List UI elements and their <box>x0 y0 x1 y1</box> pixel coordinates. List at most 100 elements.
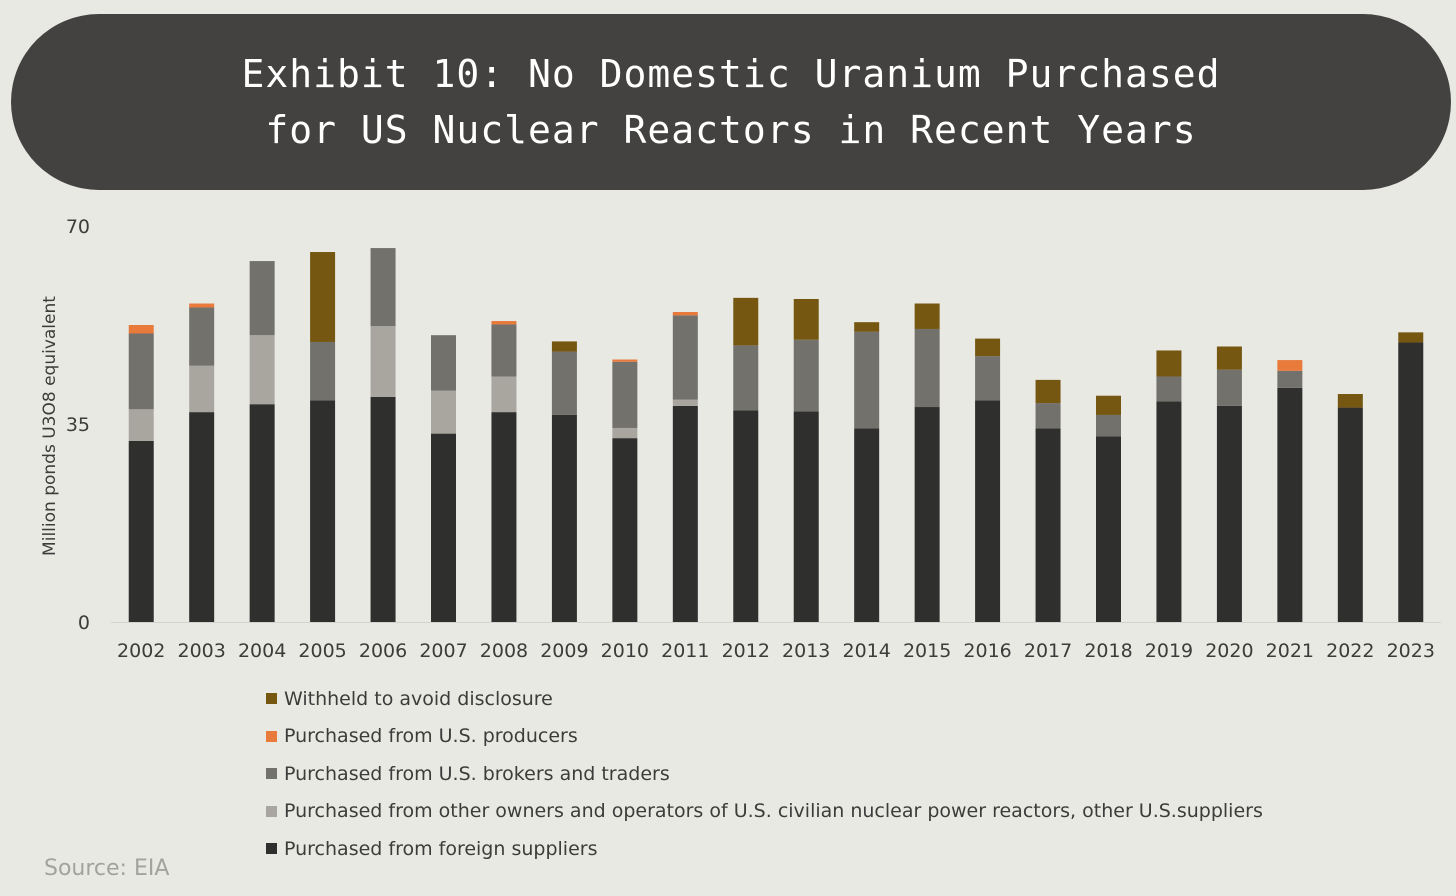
bar-segment <box>672 315 698 400</box>
x-tick-label: 2010 <box>601 640 649 662</box>
legend-item: Purchased from U.S. brokers and traders <box>266 755 1263 793</box>
chart-title-line-2: for US Nuclear Reactors in Recent Years <box>265 108 1197 152</box>
legend-swatch <box>266 768 277 780</box>
bar-segment <box>370 248 396 327</box>
bar-segment <box>249 261 275 336</box>
bar-segment <box>672 311 698 316</box>
bar-segment <box>1096 395 1121 415</box>
bar-segment <box>793 411 819 622</box>
legend-swatch <box>266 805 277 817</box>
bar-segment <box>914 303 940 329</box>
x-tick-label: 2012 <box>722 640 770 662</box>
bar-segment <box>551 414 577 622</box>
y-tick-label: 70 <box>66 216 90 238</box>
bar-segment <box>612 361 638 428</box>
chart-title-line-1: Exhibit 10: No Domestic Uranium Purchase… <box>241 52 1221 96</box>
title-banner: Exhibit 10: No Domestic Uranium Purchase… <box>11 14 1451 190</box>
legend-swatch <box>266 843 277 855</box>
bar-segment <box>128 325 154 334</box>
bar-segment <box>733 410 759 622</box>
y-tick-label: 35 <box>66 414 90 436</box>
bar-segment <box>975 400 1001 622</box>
bar-segment <box>1156 376 1182 402</box>
x-tick-label: 2014 <box>843 640 891 662</box>
bar-segment <box>189 365 215 413</box>
bar-segment <box>1216 369 1242 406</box>
bar-segment <box>491 321 517 325</box>
bar-segment <box>189 303 215 308</box>
x-tick-label: 2021 <box>1266 640 1314 662</box>
bar-segment <box>491 412 517 622</box>
legend-label: Purchased from other owners and operator… <box>284 800 1263 823</box>
bar-segment <box>551 341 577 352</box>
legend-label: Purchased from foreign suppliers <box>284 837 598 860</box>
x-tick-label: 2020 <box>1205 640 1253 662</box>
y-tick-label: 0 <box>78 612 90 634</box>
bar-segment <box>672 405 698 622</box>
legend-item: Purchased from U.S. producers <box>266 718 1263 756</box>
bar-segment <box>128 333 154 410</box>
bar-segment <box>431 390 456 434</box>
bar-segment <box>370 396 396 622</box>
bar-segment <box>431 335 456 391</box>
bar-segment <box>854 331 880 429</box>
bar-segment <box>491 376 517 413</box>
bar-segment <box>1156 350 1182 377</box>
bar-segment <box>310 400 336 622</box>
bar-segment <box>854 428 880 622</box>
bar-segment <box>1156 401 1182 622</box>
bar-segment <box>1096 436 1121 622</box>
x-tick-label: 2005 <box>298 640 346 662</box>
bar-segment <box>793 298 819 340</box>
x-tick-label: 2002 <box>117 640 165 662</box>
source-note: Source: EIA <box>44 856 170 881</box>
x-tick-label: 2013 <box>782 640 830 662</box>
bar-segment <box>1337 394 1363 408</box>
stacked-bar-chart: 0 35 70 Million ponds U3O8 equivalent 2002 20… <box>40 216 1441 662</box>
bar-segment <box>1035 379 1061 404</box>
bar-segment <box>612 359 638 362</box>
bar-segment <box>793 339 819 412</box>
bar-segment <box>914 328 940 408</box>
x-tick-label: 2023 <box>1387 640 1435 662</box>
legend-label: Purchased from U.S. producers <box>284 725 578 748</box>
y-axis-label: Million ponds U3O8 equivalent <box>40 296 60 556</box>
bar-segment <box>1398 332 1424 343</box>
chart-legend: Withheld to avoid disclosure Purchased f… <box>266 680 1263 868</box>
bar-segment <box>1035 428 1061 622</box>
legend-swatch <box>266 730 277 742</box>
bar-segment <box>491 324 517 377</box>
x-tick-label: 2019 <box>1145 640 1193 662</box>
bar-segment <box>672 399 698 406</box>
bar-segment <box>310 252 336 342</box>
bar-segment <box>189 412 215 622</box>
x-tick-label: 2015 <box>903 640 951 662</box>
bar-segment <box>189 307 215 366</box>
bar-segment <box>1216 346 1242 370</box>
bar-segment <box>914 407 940 622</box>
x-tick-label: 2009 <box>540 640 588 662</box>
bar-segment <box>612 427 638 439</box>
x-tick-label: 2016 <box>963 640 1011 662</box>
x-tick-label: 2018 <box>1084 640 1132 662</box>
bar-segment <box>733 297 759 346</box>
bar-segment <box>249 335 275 405</box>
x-tick-label: 2003 <box>178 640 226 662</box>
x-tick-label: 2017 <box>1024 640 1072 662</box>
legend-label: Withheld to avoid disclosure <box>284 687 553 710</box>
bar-segment <box>854 322 880 332</box>
bar-segment <box>975 338 1001 357</box>
bar-segment <box>310 341 336 401</box>
legend-swatch <box>266 693 277 705</box>
bar-segment <box>431 433 456 622</box>
x-tick-label: 2004 <box>238 640 286 662</box>
bar-segment <box>612 438 638 622</box>
bar-segment <box>370 326 396 397</box>
bar-segment <box>1216 405 1242 622</box>
bar-segment <box>1035 403 1061 429</box>
bar-segment <box>1277 387 1303 622</box>
legend-label: Purchased from U.S. brokers and traders <box>284 762 670 785</box>
bar-segment <box>249 404 275 622</box>
bar-segment <box>128 440 154 622</box>
bar-segment <box>1337 407 1363 622</box>
